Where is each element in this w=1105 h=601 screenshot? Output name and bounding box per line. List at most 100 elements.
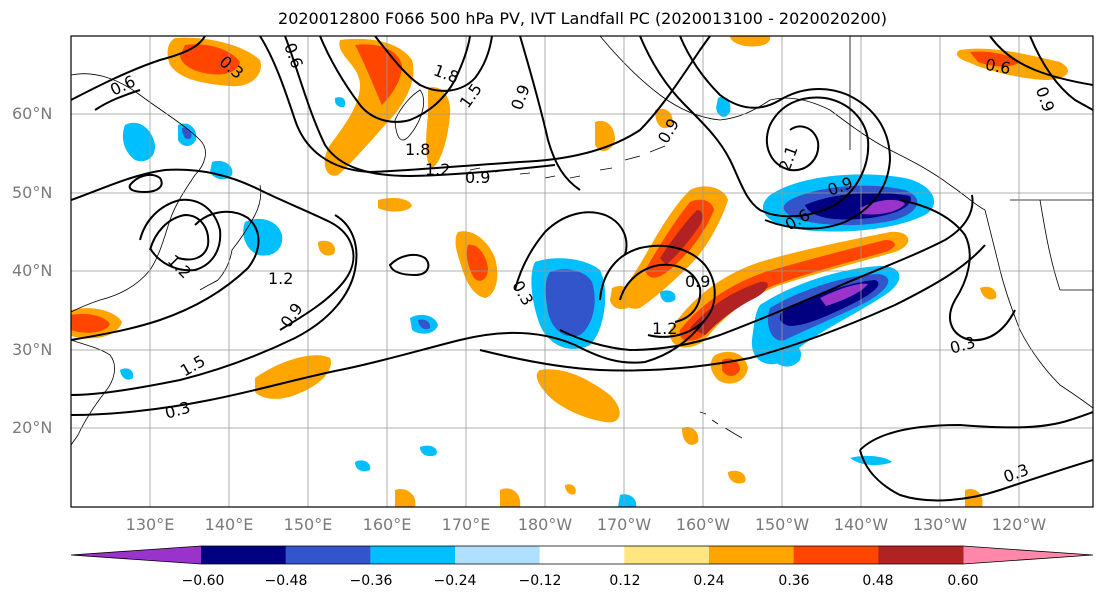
positive-anomaly-region xyxy=(970,51,1020,67)
colorbar-segment xyxy=(201,546,287,564)
colorbar-outline xyxy=(70,545,1094,565)
colorbar-tick-label: 0.24 xyxy=(693,573,725,589)
positive-anomaly-region xyxy=(730,36,771,47)
contour-label: 1.8 xyxy=(405,140,430,159)
pv-contour xyxy=(679,36,892,230)
pv-contour xyxy=(319,36,471,123)
colorbar-segment xyxy=(539,546,625,564)
lon-label: 150°W xyxy=(754,515,810,534)
positive-anomaly-region xyxy=(565,484,576,495)
colorbar-segment xyxy=(624,546,710,564)
gridlines xyxy=(71,36,1093,507)
colorbar-tick-label: −0.24 xyxy=(433,573,477,589)
negative-anomaly-region xyxy=(820,283,868,306)
negative-anomaly-region xyxy=(355,460,371,472)
colorbar-tick-label: 0.12 xyxy=(609,573,641,589)
colorbar-tick-label: 0.36 xyxy=(778,573,810,589)
positive-anomaly-region xyxy=(466,244,488,281)
pv-contour xyxy=(859,411,1093,502)
lat-label: 20°N xyxy=(12,418,53,437)
colorbar-segment xyxy=(455,546,541,564)
positive-anomaly-region xyxy=(682,426,699,445)
colorbar-extend-high xyxy=(963,546,1093,564)
colorbar-tick-label: 0.60 xyxy=(947,573,979,589)
colorbar-segment xyxy=(370,546,456,564)
positive-anomaly-region xyxy=(180,44,240,75)
positive-anomaly-region xyxy=(690,281,768,335)
positive-anomaly-region xyxy=(728,470,746,484)
lon-label: 160°E xyxy=(362,515,412,534)
negative-anomaly-region xyxy=(243,218,283,256)
pv-contour xyxy=(619,263,702,323)
contour-label: 0.9 xyxy=(685,272,710,291)
coastlines xyxy=(71,36,1093,446)
negative-anomaly-region xyxy=(418,319,431,330)
negative-anomaly-region xyxy=(618,494,637,507)
positive-anomaly-region xyxy=(536,369,620,423)
negative-anomaly-region xyxy=(420,445,437,457)
positive-anomaly-region xyxy=(595,120,615,152)
positive-anomaly-region xyxy=(395,488,416,507)
pv-contour xyxy=(71,319,706,416)
lon-label: 160°W xyxy=(675,515,731,534)
pv-contour xyxy=(71,36,206,101)
positive-anomaly-region xyxy=(965,488,983,507)
pv-contour xyxy=(514,211,628,291)
positive-anomaly-region xyxy=(255,355,331,399)
colorbar-tick-label: −0.48 xyxy=(264,573,308,589)
lon-label: 170°E xyxy=(441,515,491,534)
positive-anomaly-region xyxy=(71,314,110,333)
colorbar-tick-label: −0.12 xyxy=(518,573,562,589)
negative-anomaly-region xyxy=(716,96,731,117)
lon-label: 140°W xyxy=(833,515,889,534)
colorbar-tick-label: −0.36 xyxy=(349,573,393,589)
negative-anomaly-region xyxy=(850,455,892,466)
pv-contour xyxy=(1029,36,1093,111)
pv-contour xyxy=(284,36,556,178)
colorbar-segment xyxy=(285,546,371,564)
lon-label: 130°E xyxy=(125,515,175,534)
pv-contour xyxy=(71,168,355,331)
asia-coastline xyxy=(71,73,206,313)
colorbar-tick-label: 0.48 xyxy=(862,573,894,589)
pv-contour xyxy=(139,198,222,272)
japan-coastline xyxy=(199,184,262,291)
pv-contour xyxy=(71,214,358,396)
negative-anomaly-region xyxy=(772,342,801,367)
lat-label: 40°N xyxy=(12,261,53,280)
lat-label: 60°N xyxy=(12,104,53,123)
positive-anomaly-region xyxy=(318,240,335,256)
lon-label: 150°E xyxy=(283,515,333,534)
positive-anomaly-region xyxy=(980,286,997,300)
pv-contour xyxy=(639,36,870,218)
pv-contour xyxy=(599,244,716,338)
contour-label: 1.2 xyxy=(652,319,677,338)
north-america-coastline xyxy=(984,209,1093,409)
pv-contour xyxy=(989,36,1093,86)
colorbar-segment xyxy=(878,546,964,564)
positive-anomaly-region xyxy=(355,44,402,105)
pv-contour xyxy=(388,253,430,277)
map-title: 2020012800 F066 500 hPa PV, IVT Landfall… xyxy=(278,9,887,28)
lon-label: 140°E xyxy=(204,515,254,534)
pv-contour xyxy=(519,36,581,191)
negative-anomaly-region xyxy=(122,122,156,162)
pv-contour xyxy=(374,36,493,92)
lon-label: 180°W xyxy=(517,515,573,534)
pv-contour xyxy=(71,210,260,341)
pv-contour xyxy=(149,213,210,261)
contour-label: 0.9 xyxy=(465,168,490,187)
pv-contour xyxy=(128,173,163,194)
pv-contour xyxy=(259,36,711,174)
pv-contours xyxy=(71,36,1093,502)
contour-label: 1.2 xyxy=(268,269,293,288)
contour-label: 0.6 xyxy=(984,55,1012,78)
border-lines xyxy=(849,36,1093,291)
colorbar-segment xyxy=(793,546,879,564)
positive-anomaly-region xyxy=(660,210,703,265)
colorbar-tick-label: −0.60 xyxy=(181,573,225,589)
pv-contour xyxy=(479,244,986,372)
kamchatka-coastline xyxy=(394,89,424,141)
negative-anomaly-region xyxy=(545,269,595,337)
